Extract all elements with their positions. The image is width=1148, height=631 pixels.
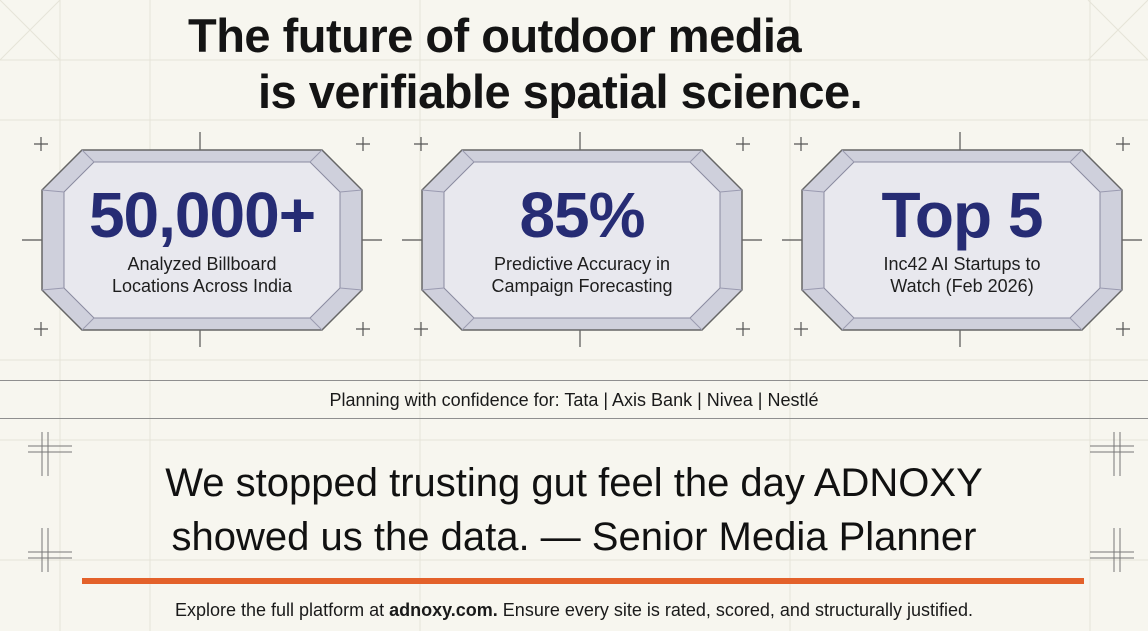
accent-bar (82, 578, 1084, 584)
divider-bottom (0, 418, 1148, 419)
quote-line-1: We stopped trusting gut feel the day ADN… (165, 461, 983, 505)
stat-caption-line-1: Predictive Accuracy in (493, 254, 671, 274)
stat-card-accuracy: 85% Predictive Accuracy in Campaign Fore… (402, 132, 762, 347)
headline-line-2: is verifiable spatial science. (258, 65, 863, 118)
stat-caption-line-1: Analyzed Billboard (127, 254, 277, 274)
footer-suffix: Ensure every site is rated, scored, and … (497, 600, 974, 620)
crosshair-icon (28, 432, 72, 476)
stat-caption-line-2: Campaign Forecasting (491, 276, 673, 296)
crosshair-icon (1090, 432, 1134, 476)
stat-caption-line-1: Inc42 AI Startups to (883, 254, 1041, 274)
stat-caption: Analyzed Billboard Locations Across Indi… (82, 253, 322, 297)
stat-card-billboards: 50,000+ Analyzed Billboard Locations Acr… (22, 132, 382, 347)
headline: The future of outdoor media is verifiabl… (0, 8, 1148, 120)
stat-caption: Predictive Accuracy in Campaign Forecast… (462, 253, 702, 297)
gem-frame-icon (402, 132, 762, 347)
footer-link[interactable]: adnoxy.com. (389, 600, 498, 620)
crosshair-icon (28, 528, 72, 572)
gem-frame-icon (22, 132, 382, 347)
stat-caption: Inc42 AI Startups to Watch (Feb 2026) (842, 253, 1082, 297)
divider-top (0, 380, 1148, 381)
stat-card-ranking: Top 5 Inc42 AI Startups to Watch (Feb 20… (782, 132, 1142, 347)
headline-line-1: The future of outdoor media (188, 9, 802, 62)
stat-value: 50,000+ (88, 179, 316, 251)
footer: Explore the full platform at adnoxy.com.… (0, 598, 1148, 622)
stat-caption-line-2: Watch (Feb 2026) (890, 276, 1034, 296)
gem-frame-icon (782, 132, 1142, 347)
quote-line-2: showed us the data. — Senior Media Plann… (171, 515, 977, 559)
testimonial-quote: We stopped trusting gut feel the day ADN… (0, 456, 1148, 564)
stat-value: Top 5 (881, 179, 1044, 251)
stat-caption-line-2: Locations Across India (111, 276, 293, 296)
trust-line: Planning with confidence for: Tata | Axi… (329, 390, 819, 410)
crosshair-icon (1090, 528, 1134, 572)
footer-prefix: Explore the full platform at (174, 600, 390, 620)
stat-value: 85% (519, 179, 645, 251)
